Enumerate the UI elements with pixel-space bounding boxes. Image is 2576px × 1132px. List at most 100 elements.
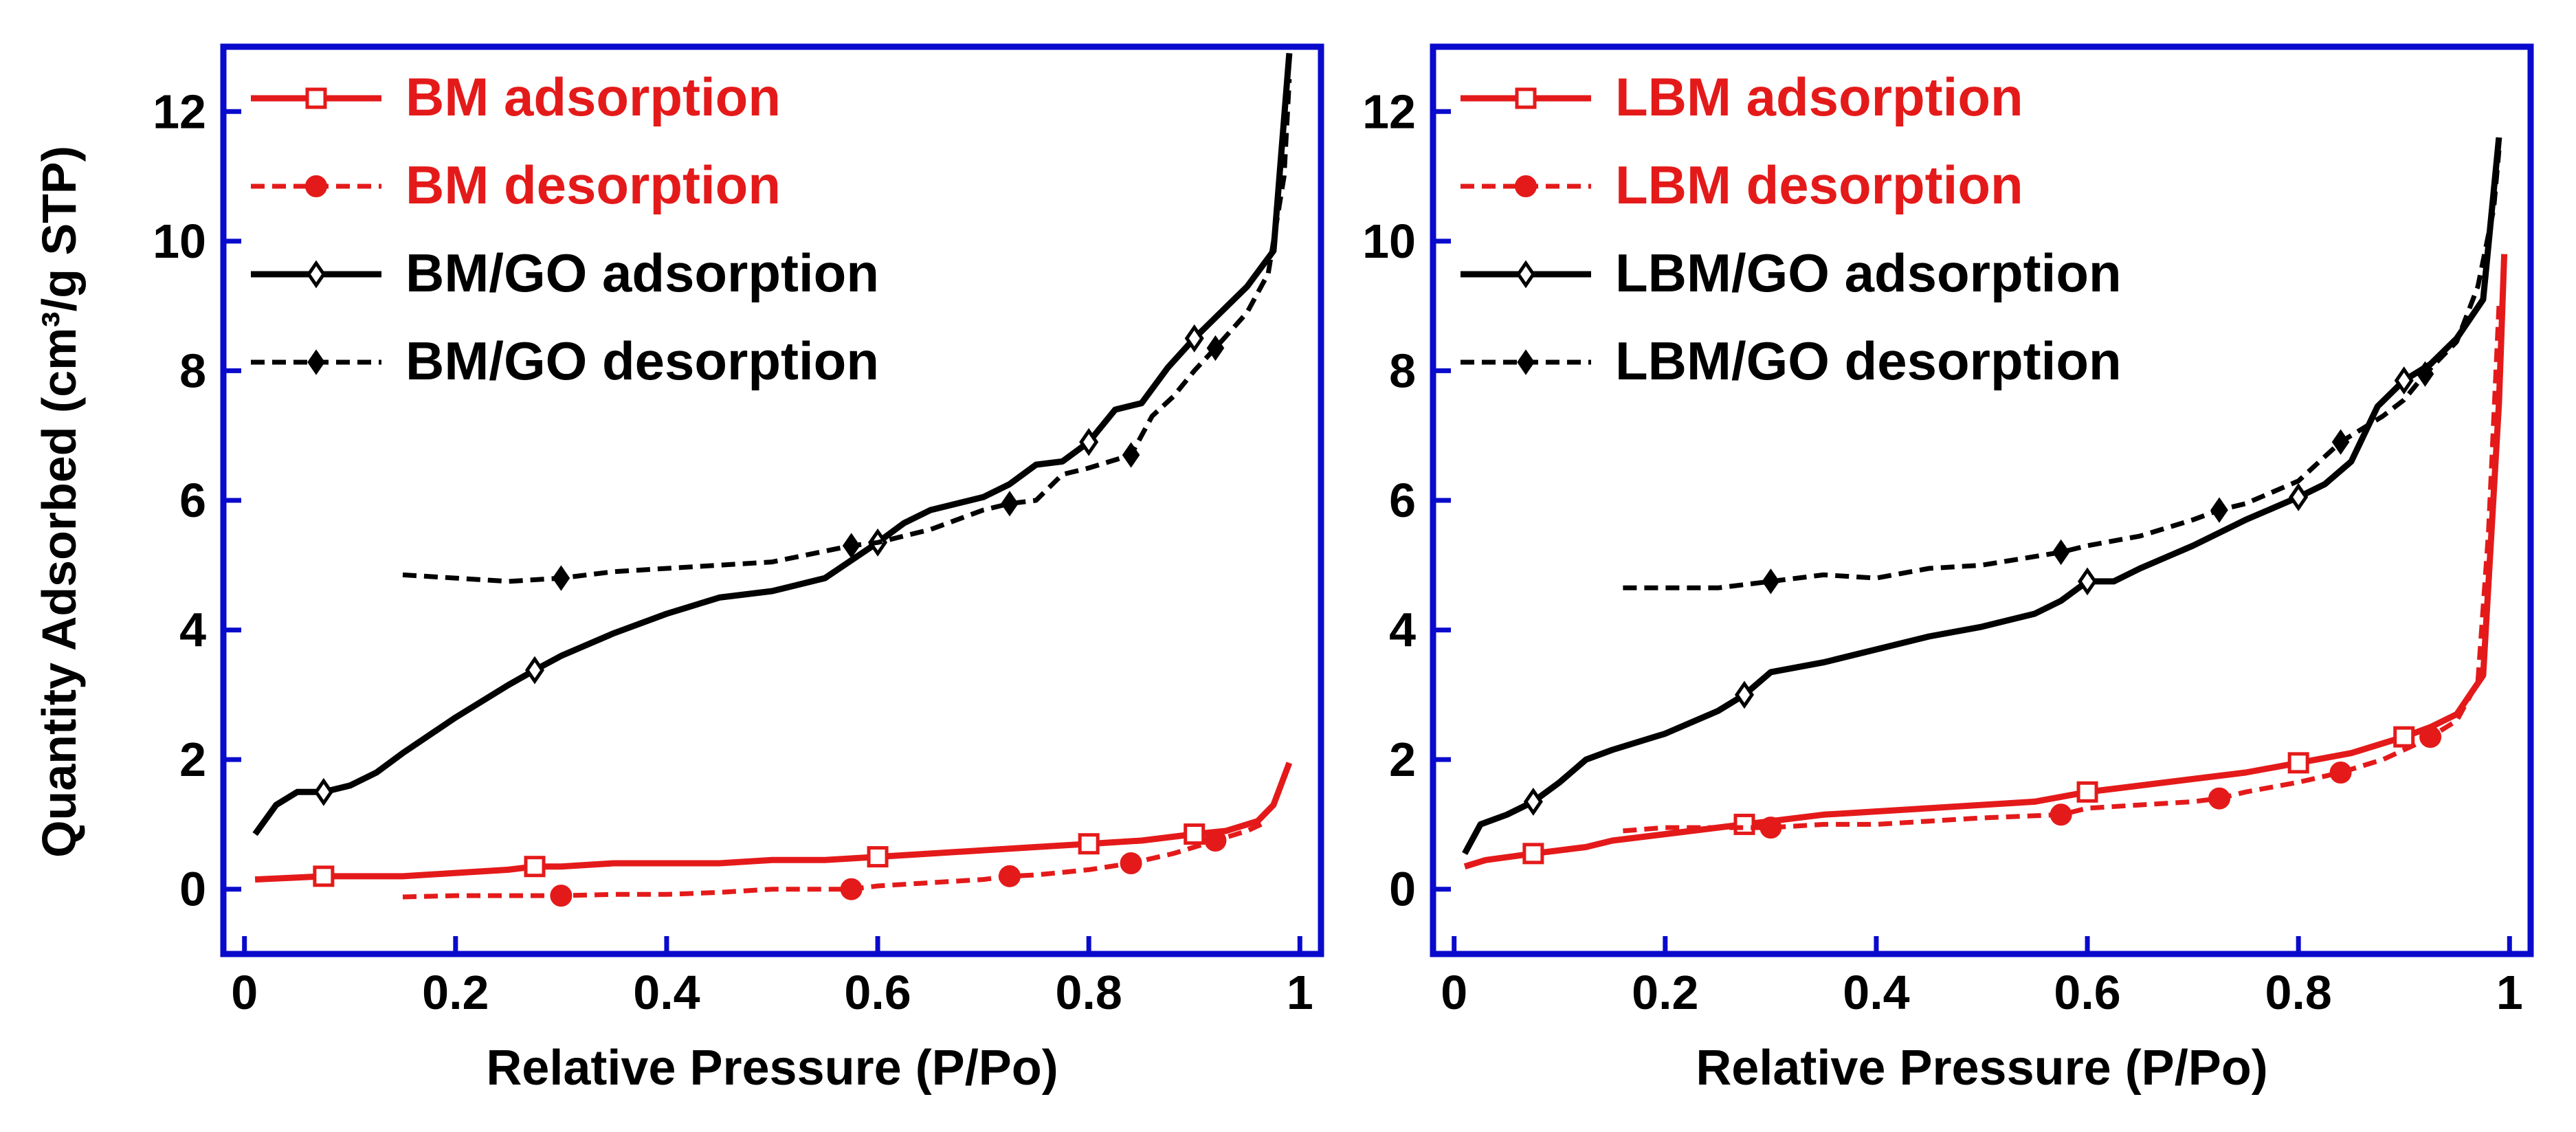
x-tick-label: 0.4 [633,966,700,1019]
legend-label: BM desorption [406,155,781,215]
legend-marker [305,175,327,197]
data-point [1733,813,1755,835]
series-bm-go-adsorption [252,53,1293,836]
data-point [999,865,1021,887]
data-point [2394,366,2414,395]
y-tick-label: 0 [179,863,206,916]
y-tick-label: 2 [179,733,206,786]
series-line [1623,150,2502,590]
data-point [313,777,333,806]
legend-label: BM/GO adsorption [406,243,879,303]
data-point [1759,817,1782,839]
x-tick-label: 0.4 [1843,966,1909,1019]
series-bm-desorption [402,819,1269,907]
legend-marker [1517,349,1535,375]
data-point [552,565,570,591]
legend-label: BM adsorption [406,67,781,127]
data-point [1120,852,1142,874]
legend-label: LBM desorption [1615,155,2023,215]
y-tick-label: 8 [179,344,206,397]
series-bm-go-desorption [402,78,1292,591]
x-tick-label: 0.2 [1632,966,1698,1019]
legend-marker [1515,175,1537,197]
y-tick-label: 6 [179,474,206,527]
series-line [1462,137,2502,856]
x-tick-label: 1 [1287,966,1313,1019]
data-point [1762,568,1780,595]
legend-marker [306,260,326,289]
data-point [2076,781,2098,803]
y-tick-label: 2 [1389,733,1416,786]
y-tick-label: 6 [1389,474,1416,527]
y-tick-label: 0 [1389,863,1416,916]
y-tick-label: 8 [1389,344,1416,397]
data-point [1184,324,1204,353]
data-point [2208,787,2231,810]
data-point [842,533,860,559]
series-lbm-desorption [1623,305,2502,839]
legend-marker [307,349,325,375]
legend-marker [305,87,327,109]
data-point [2287,752,2309,774]
x-axis-label: Relative Pressure (P/Po) [486,1041,1058,1096]
y-tick-label: 10 [1362,214,1416,268]
y-tick-label: 12 [1362,85,1416,138]
series-lbm-go-adsorption [1462,137,2502,856]
data-point [867,846,889,868]
legend: LBM adsorption LBM desorption LBM/GO adsor… [1461,67,2122,391]
legend-label: LBM/GO desorption [1615,331,2122,391]
y-tick-label: 4 [1389,603,1416,657]
data-point [1522,843,1544,865]
data-point [2329,762,2352,784]
data-point [1001,491,1019,517]
data-point [1523,788,1543,816]
data-point [1079,428,1099,456]
data-point [2289,482,2309,511]
data-point [524,856,546,878]
y-tick-label: 12 [153,85,206,138]
x-tick-label: 0.8 [1056,966,1122,1019]
y-tick-label: 4 [179,603,206,657]
data-point [2052,539,2070,566]
legend-label: BM/GO desorption [406,331,879,391]
x-tick-label: 0 [1441,966,1467,1019]
data-point [840,878,863,900]
x-tick-label: 1 [2496,966,2523,1019]
x-tick-label: 0.6 [844,966,911,1019]
x-tick-label: 0.8 [2265,966,2332,1019]
legend-marker [1515,87,1537,109]
y-tick-label: 10 [153,214,206,268]
data-point [550,885,573,907]
series-line [252,53,1293,836]
series-bm-adsorption [254,762,1293,887]
series-line [402,819,1269,900]
x-tick-label: 0.6 [2054,966,2120,1019]
legend: BM adsorption BM desorption BM/GO adsorpti… [251,67,879,391]
data-point [2331,429,2350,455]
x-tick-label: 0 [231,966,258,1019]
x-tick-label: 0.2 [422,966,489,1019]
y-axis-label: Quantity Adsorbed (cm³/g STP) [32,146,86,858]
data-point [524,656,545,685]
data-point [1078,833,1100,855]
data-point [2210,497,2228,523]
x-axis-label: Relative Pressure (P/Po) [1696,1041,2267,1096]
legend-marker [1515,260,1536,289]
data-point [313,865,335,887]
data-point [1206,335,1225,362]
data-point [2078,567,2098,596]
series-line [1623,305,2502,834]
data-point [1122,442,1140,468]
legend-label: LBM adsorption [1615,67,2023,127]
data-point [2393,726,2415,748]
legend-label: LBM/GO adsorption [1615,243,2122,303]
series-lbm-go-desorption [1623,150,2502,595]
data-point [2050,803,2072,826]
data-point [1184,823,1206,845]
data-point [1204,830,1227,852]
data-point [1734,680,1755,709]
data-point [2416,361,2434,387]
